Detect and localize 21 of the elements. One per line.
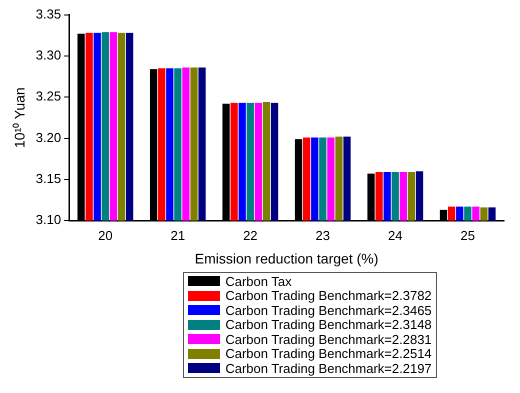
legend-label: Carbon Trading Benchmark=2.3465 xyxy=(225,302,432,318)
legend-label: Carbon Trading Benchmark=2.3782 xyxy=(225,288,432,304)
y-tick-label: 3.20 xyxy=(36,130,62,145)
y-tick-label: 3.30 xyxy=(36,48,62,63)
y-axis-title: 10¹⁰ Yuan xyxy=(11,87,28,148)
x-tick-label: 23 xyxy=(316,228,330,243)
x-tick-label: 20 xyxy=(98,228,113,243)
legend-label: Carbon Trading Benchmark=2.3148 xyxy=(225,317,432,332)
legend-label: Carbon Trading Benchmark=2.2514 xyxy=(225,346,432,362)
x-tick-label: 24 xyxy=(388,228,403,243)
x-tick-label: 21 xyxy=(170,228,186,243)
x-tick-label: 22 xyxy=(243,228,258,243)
legend-label: Carbon Tax xyxy=(225,274,292,289)
y-tick-label: 3.35 xyxy=(36,6,62,22)
legend-label: Carbon Trading Benchmark=2.2831 xyxy=(225,332,432,347)
y-tick-label: 3.10 xyxy=(36,212,62,228)
y-tick-label: 3.15 xyxy=(36,171,62,186)
y-tick-label: 3.25 xyxy=(36,88,62,104)
legend-label: Carbon Trading Benchmark=2.2197 xyxy=(225,360,432,376)
x-axis-title: Emission reduction target (%) xyxy=(194,250,378,266)
x-tick-label: 25 xyxy=(460,228,475,243)
